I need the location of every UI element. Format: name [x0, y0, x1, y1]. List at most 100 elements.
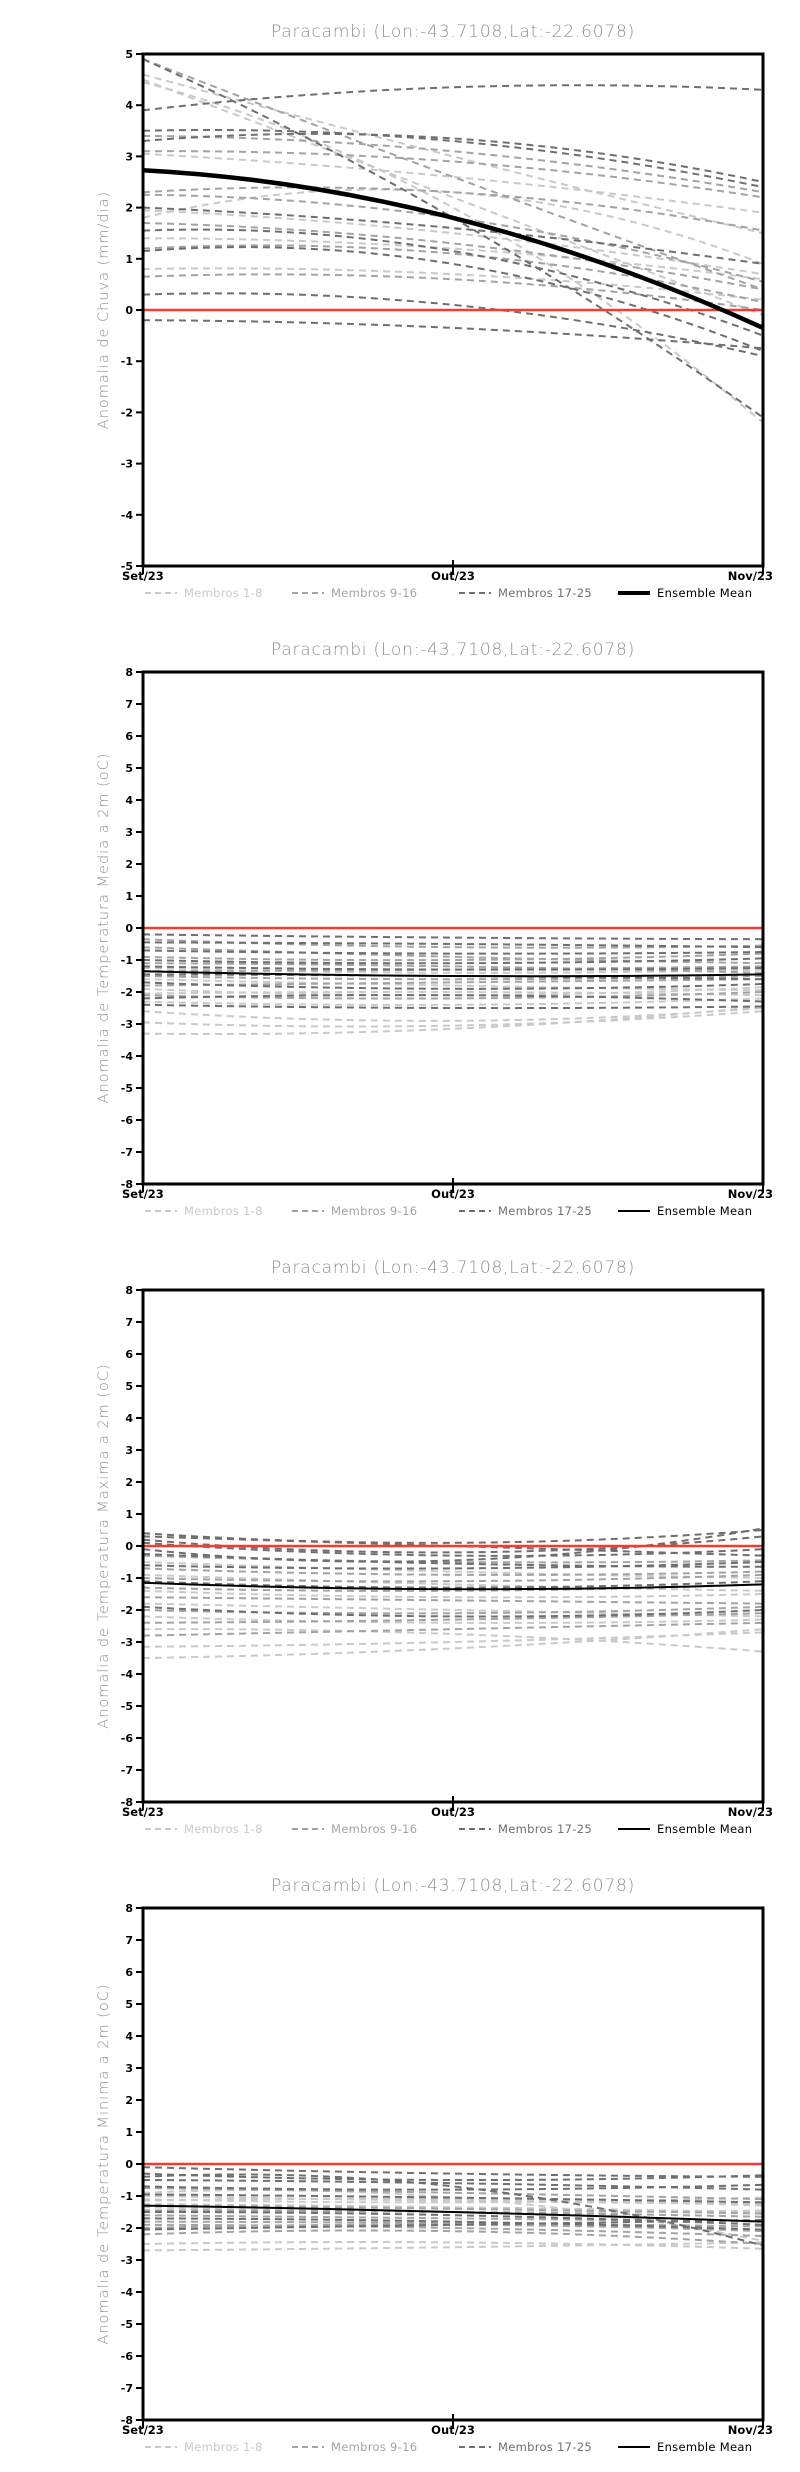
y-tick-label: 5	[125, 762, 133, 775]
ensemble-member-line	[142, 150, 764, 199]
y-tick-label: 3	[125, 2062, 133, 2075]
panel-min-temperature-anomaly: Paracambi (Lon:-43.7108,Lat:-22.6078) An…	[0, 1854, 800, 2472]
y-tick-label: 2	[125, 1476, 133, 1489]
dashed-line-sample	[292, 592, 324, 594]
legend-item-label: Membros 9-16	[331, 1204, 418, 1218]
ensemble-member-line	[142, 1589, 764, 1599]
x-tick-label: Set/23	[122, 1805, 164, 1819]
ensemble-mean-line	[142, 2204, 764, 2223]
ensemble-member-line	[142, 152, 764, 214]
ensemble-member-line	[142, 78, 764, 317]
dashed-line-sample	[145, 2446, 177, 2448]
ensemble-member-line	[142, 237, 764, 281]
ensemble-member-line	[142, 206, 764, 265]
dashed-line-sample	[459, 592, 491, 594]
y-tick-label: -4	[121, 509, 134, 522]
legend-item-label: Membros 1-8	[184, 1204, 263, 1218]
legend-item-membros-1-8: Membros 1-8	[145, 1203, 263, 1219]
page-title: Paracambi (Lon:-43.7108,Lat:-22.6078)	[270, 22, 636, 42]
x-tick-label: Nov/23	[727, 2423, 773, 2437]
dashed-line-sample	[459, 1828, 491, 1830]
legend-item-ensemble-mean: Ensemble Mean	[618, 2439, 752, 2455]
ensemble-member-line	[142, 1567, 764, 1576]
y-tick-label: -5	[121, 2318, 133, 2331]
y-tick-label: -1	[121, 954, 133, 967]
ensemble-member-line	[142, 1628, 764, 1659]
ensemble-member-line	[142, 1621, 764, 1637]
legend-item-label: Membros 17-25	[498, 586, 592, 600]
y-tick-label: 0	[125, 2158, 133, 2171]
y-tick-label: 5	[125, 1998, 133, 2011]
y-tick-label: 2	[125, 2094, 133, 2107]
y-tick-label: -7	[121, 1146, 133, 1159]
legend-item-label: Membros 9-16	[331, 2440, 418, 2454]
dashed-line-sample	[292, 2446, 324, 2448]
panel-mean-temperature-anomaly: Paracambi (Lon:-43.7108,Lat:-22.6078) An…	[0, 618, 800, 1236]
legend-item-ensemble-mean: Ensemble Mean	[618, 1203, 752, 1219]
ensemble-member-line	[142, 2197, 764, 2207]
y-tick-label: 2	[125, 858, 133, 871]
ensemble-member-line	[142, 978, 764, 987]
x-tick-label: Set/23	[122, 569, 164, 583]
panel-max-temperature-anomaly: Paracambi (Lon:-43.7108,Lat:-22.6078) An…	[0, 1236, 800, 1854]
y-tick-label: 0	[125, 304, 133, 317]
ensemble-member-line	[142, 188, 764, 265]
legend-item-membros-9-16: Membros 9-16	[292, 1821, 417, 1837]
dashed-line-sample	[292, 1210, 324, 1212]
y-tick-label: -5	[121, 1700, 133, 1713]
ensemble-member-line	[142, 1010, 764, 1028]
ensemble-member-line	[142, 965, 764, 973]
ensemble-member-line	[142, 1628, 764, 1653]
ensemble-member-line	[142, 2217, 764, 2231]
y-tick-label: -5	[121, 1082, 133, 1095]
ensemble-member-line	[142, 2193, 764, 2204]
legend-item-label: Ensemble Mean	[657, 586, 753, 600]
ensemble-member-line	[142, 1615, 764, 1624]
ensemble-member-line	[142, 2220, 764, 2228]
ensemble-member-line	[142, 1541, 764, 1557]
ensemble-member-line	[142, 1596, 764, 1605]
ensemble-member-line	[142, 2195, 764, 2205]
ensemble-member-line	[142, 1535, 764, 1554]
ensemble-member-line	[142, 991, 764, 1000]
ensemble-member-line	[142, 1553, 764, 1568]
ensemble-mean-line	[142, 970, 764, 978]
legend-item-label: Membros 1-8	[184, 586, 263, 600]
y-tick-label: 6	[125, 730, 133, 743]
legend-item-membros-9-16: Membros 9-16	[292, 1203, 417, 1219]
ensemble-member-line	[142, 1554, 764, 1564]
x-tick-label: Set/23	[122, 2423, 164, 2437]
x-tick-label: Out/23	[431, 1805, 475, 1819]
ensemble-member-line	[142, 58, 764, 419]
y-tick-label: -4	[121, 2286, 134, 2299]
ensemble-member-line	[142, 2166, 764, 2178]
ensemble-member-line	[142, 246, 764, 352]
ensemble-member-line	[142, 292, 764, 358]
y-tick-label: -3	[121, 1018, 133, 1031]
y-tick-label: -8	[121, 1796, 133, 1809]
ensemble-member-line	[142, 244, 764, 304]
page-title: Paracambi (Lon:-43.7108,Lat:-22.6078)	[270, 1876, 636, 1896]
x-tick-label: Nov/23	[727, 1805, 773, 1819]
y-tick-label: -2	[121, 1604, 133, 1617]
legend-item-label: Membros 17-25	[498, 1204, 592, 1218]
y-tick-label: 2	[125, 202, 133, 215]
legend-item-membros-9-16: Membros 9-16	[292, 2439, 417, 2455]
y-tick-label: 7	[125, 1316, 133, 1329]
y-tick-label: -8	[121, 2414, 133, 2427]
ensemble-member-line	[142, 973, 764, 981]
x-tick-label: Out/23	[431, 2423, 475, 2437]
y-tick-label: -3	[121, 1636, 133, 1649]
ensemble-member-line	[142, 1007, 764, 1022]
y-tick-label: 4	[125, 2030, 133, 2043]
y-tick-label: -3	[121, 458, 133, 471]
legend-item-membros-1-8: Membros 1-8	[145, 2439, 263, 2455]
ensemble-member-line	[142, 957, 764, 965]
y-tick-label: 0	[125, 1540, 133, 1553]
ensemble-member-line	[142, 1580, 764, 1589]
panel-precipitation-anomaly: Paracambi (Lon:-43.7108,Lat:-22.6078) An…	[0, 0, 800, 618]
y-tick-label: -1	[121, 1572, 133, 1585]
ensemble-member-line	[142, 2189, 764, 2242]
ensemble-member-line	[142, 941, 764, 949]
